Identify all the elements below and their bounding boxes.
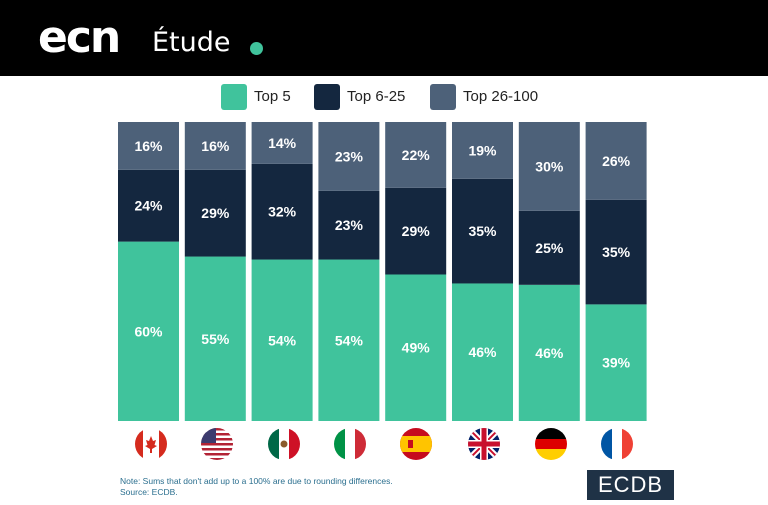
bar-value-label: 39% <box>602 355 631 371</box>
bar-segment <box>184 122 246 170</box>
legend-swatch-top26-100 <box>430 84 456 110</box>
bar-value-label: 26% <box>602 153 631 169</box>
bar-segment <box>118 122 179 170</box>
bar-segment <box>251 163 313 260</box>
bar-segment <box>318 122 380 191</box>
flag-spain-icon <box>400 428 432 460</box>
flag-italy-icon <box>334 428 366 460</box>
legend-swatch-top5 <box>221 84 247 110</box>
bar-segment <box>184 169 246 257</box>
source-note: Source: ECDB. <box>120 487 178 497</box>
flag-mexico-icon <box>268 428 300 460</box>
bar-segment <box>518 122 580 211</box>
bar-value-label: 55% <box>201 331 230 347</box>
bar-value-label: 23% <box>335 148 364 164</box>
bar-segment <box>385 187 447 275</box>
bar-value-label: 46% <box>535 345 564 361</box>
header-subtitle: Étude <box>152 27 231 58</box>
bar-segment <box>585 304 647 421</box>
bar-value-label: 32% <box>268 204 297 220</box>
bar-value-label: 16% <box>201 138 230 154</box>
flag-uk-icon <box>468 428 500 460</box>
bar-value-label: 35% <box>602 244 631 260</box>
chart-legend: Top 5 Top 6-25 Top 26-100 <box>0 84 768 110</box>
bar-segment <box>452 122 513 179</box>
header-banner: ecn Étude <box>0 0 768 76</box>
bar-value-label: 54% <box>268 332 297 348</box>
bar-value-label: 49% <box>402 340 431 356</box>
legend-swatch-top6-25 <box>314 84 340 110</box>
legend-label-top5: Top 5 <box>254 88 291 105</box>
bar-segment <box>318 190 380 260</box>
bar-value-label: 54% <box>335 332 364 348</box>
flag-canada-icon <box>135 428 167 460</box>
legend-label-top26-100: Top 26-100 <box>463 88 539 105</box>
bar-value-label: 19% <box>468 142 497 158</box>
ecdb-logo: ECDB <box>587 470 674 500</box>
bar-segment <box>251 122 313 164</box>
bar-segment <box>184 256 246 421</box>
bar-segment <box>385 274 447 421</box>
bar-segment <box>452 178 513 284</box>
bar-value-label: 16% <box>134 138 163 154</box>
bar-value-label: 29% <box>402 223 431 239</box>
bar-value-label: 23% <box>335 217 364 233</box>
bar-segment <box>118 241 179 421</box>
legend-label-top6-25: Top 6-25 <box>347 88 406 105</box>
bar-value-label: 14% <box>268 135 297 151</box>
bar-value-label: 46% <box>468 344 497 360</box>
bar-segment <box>585 199 647 305</box>
bar-segment <box>251 259 313 421</box>
bar-segment <box>518 210 580 285</box>
bar-segment <box>318 259 380 421</box>
bar-segment <box>585 122 647 200</box>
bar-value-label: 29% <box>201 205 230 221</box>
bar-segment <box>385 122 447 188</box>
bar-value-label: 60% <box>134 323 163 339</box>
accent-dot <box>250 42 263 55</box>
footnote: Note: Sums that don't add up to a 100% a… <box>120 476 393 498</box>
bar-segment <box>518 284 580 421</box>
flag-germany-icon <box>535 428 567 460</box>
brand-logo: ecn <box>38 12 121 63</box>
bar-value-label: 22% <box>402 147 431 163</box>
bar-value-label: 35% <box>468 223 497 239</box>
bar-value-label: 30% <box>535 158 564 174</box>
flag-france-icon <box>601 428 633 460</box>
rounding-note: Note: Sums that don't add up to a 100% a… <box>120 476 393 486</box>
bar-value-label: 25% <box>535 240 564 256</box>
bar-segment <box>118 169 179 242</box>
bar-segment <box>452 283 513 421</box>
bar-value-label: 24% <box>134 198 163 214</box>
flag-usa-icon <box>201 428 233 460</box>
